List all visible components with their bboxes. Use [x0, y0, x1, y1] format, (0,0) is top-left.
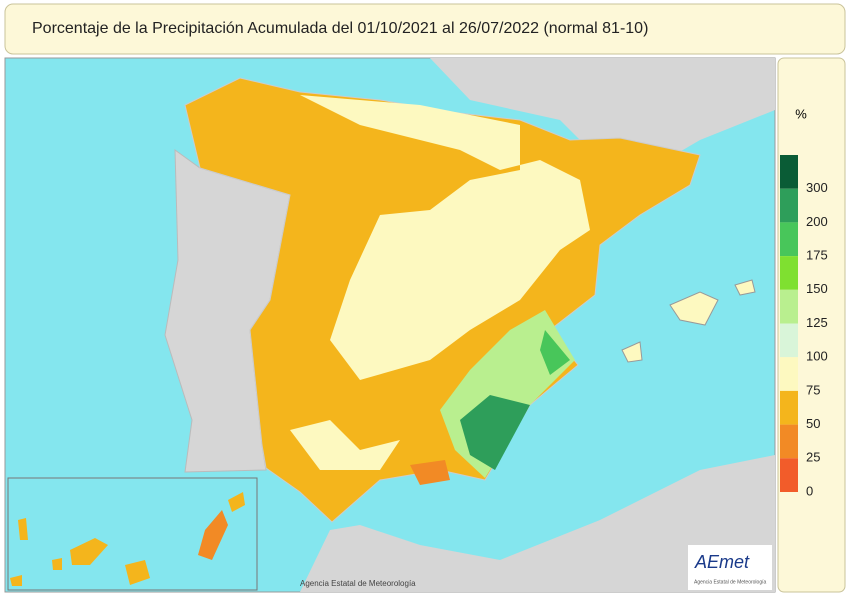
- logo-name: AEmet: [694, 552, 750, 572]
- legend-label: 150: [806, 281, 828, 296]
- tenerife: [70, 538, 108, 565]
- legend-unit: %: [795, 106, 807, 121]
- el-hierro: [10, 575, 22, 586]
- legend-swatch: [780, 155, 798, 189]
- region-25-50: [410, 460, 450, 485]
- mallorca: [669, 291, 719, 326]
- legend-label: 0: [806, 483, 813, 498]
- legend-swatch: [780, 390, 798, 425]
- legend-swatch: [780, 357, 798, 391]
- legend-label: 50: [806, 416, 820, 431]
- logo-box: [688, 545, 772, 590]
- gran-canaria: [125, 560, 150, 585]
- legend-swatch: [780, 289, 798, 324]
- menorca: [734, 279, 756, 296]
- legend-swatch: [780, 188, 798, 223]
- legend-label: 125: [806, 315, 828, 330]
- legend-swatch: [780, 256, 798, 290]
- credit: Agencia Estatal de Meteorología: [300, 579, 416, 588]
- lanzarote: [228, 492, 245, 512]
- legend-swatch: [780, 222, 798, 257]
- legend-label: 300: [806, 180, 828, 195]
- africa: [300, 455, 775, 592]
- ibiza: [621, 341, 643, 363]
- legend-label: 175: [806, 248, 828, 263]
- legend-swatch: [780, 458, 798, 492]
- region-175-200: [540, 330, 570, 375]
- legend-label: 100: [806, 349, 828, 364]
- legend-swatch: [780, 424, 798, 459]
- france: [430, 58, 775, 175]
- la-gomera: [52, 558, 62, 570]
- fuerteventura: [198, 510, 228, 560]
- logo-subtitle: Agencia Estatal de Meteorología: [694, 579, 766, 585]
- legend-label: 75: [806, 382, 820, 397]
- region-200-300: [460, 395, 530, 470]
- legend: 300 200 175 150 125 100 75 50 25 0: [780, 155, 828, 498]
- title-box: [4, 3, 846, 55]
- map-title: Porcentaje de la Precipitación Acumulada…: [32, 20, 648, 37]
- legend-label: 25: [806, 450, 820, 465]
- legend-swatch: [780, 323, 798, 358]
- region-south: [290, 420, 400, 470]
- la-palma: [18, 518, 28, 540]
- region-75-100: [300, 95, 590, 380]
- legend-label: 200: [806, 214, 828, 229]
